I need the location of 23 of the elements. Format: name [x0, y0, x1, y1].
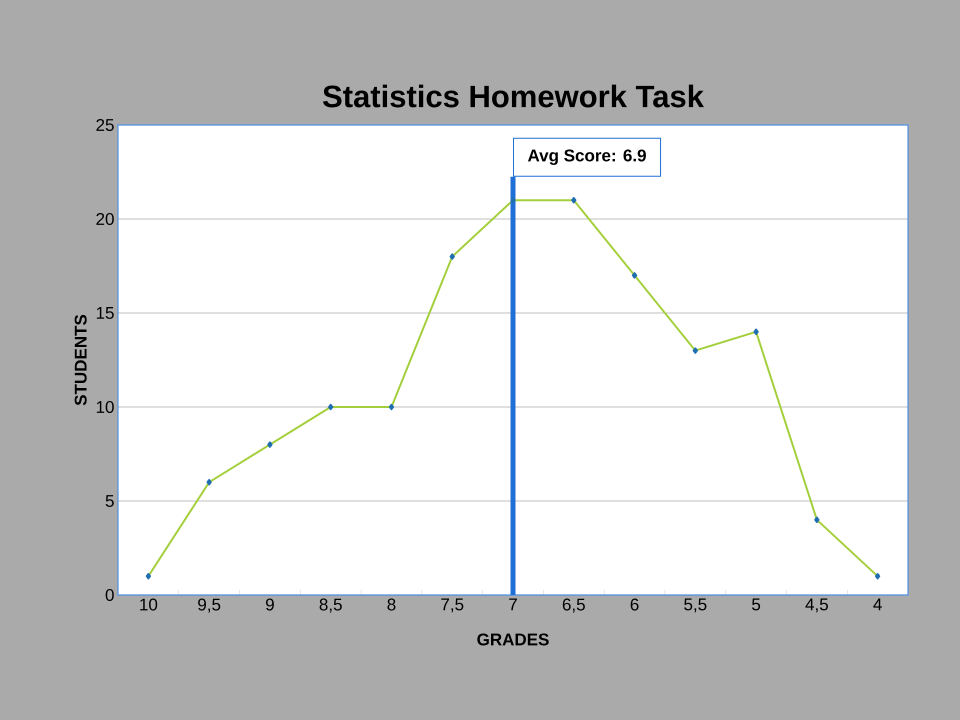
x-tick-label: 4: [873, 598, 882, 610]
x-tick-label: 9: [266, 598, 274, 611]
x-tick-label: 8,5: [320, 598, 342, 613]
x-tick-label: 6,5: [562, 598, 585, 613]
y-tick-label: 5: [106, 495, 114, 507]
y-axis-title: STUDENTS: [74, 314, 87, 406]
x-tick-label: 7: [509, 598, 517, 610]
x-tick-label: 6: [630, 598, 639, 611]
x-tick-label: 10: [140, 598, 158, 611]
x-tick-label: 5,5: [684, 598, 706, 612]
x-tick-label: 7,5: [441, 598, 464, 612]
y-tick-label: 0: [106, 588, 114, 602]
chart-title: Statistics Homework Task: [322, 84, 704, 108]
x-tick-label: 9,5: [198, 598, 220, 613]
y-tick-label: 25: [96, 118, 114, 132]
x-tick-label: 8: [387, 598, 396, 611]
x-axis-title: GRADES: [477, 633, 549, 646]
ref-line-label: Avg Score: 6.9: [528, 149, 646, 165]
y-tick-label: 10: [96, 400, 114, 414]
x-tick-label: 5: [752, 598, 760, 610]
x-tick-label: 4,5: [805, 598, 828, 612]
y-tick-label: 20: [96, 212, 114, 226]
y-tick-label: 15: [96, 307, 114, 319]
